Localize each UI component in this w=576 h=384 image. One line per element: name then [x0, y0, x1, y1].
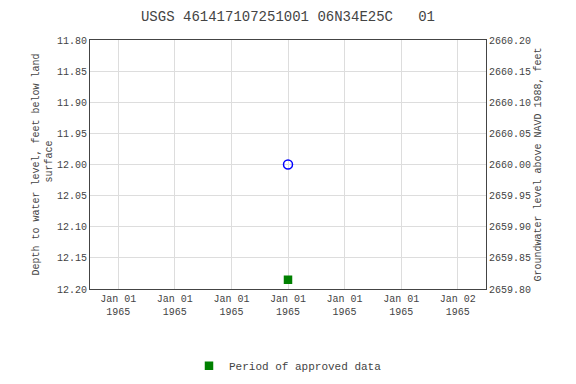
- svg-text:2660.00: 2660.00: [489, 160, 531, 171]
- svg-text:2660.10: 2660.10: [489, 98, 531, 109]
- svg-text:2659.80: 2659.80: [489, 285, 531, 296]
- svg-text:Jan 021965: Jan 021965: [440, 294, 476, 318]
- svg-text:2660.20: 2660.20: [489, 36, 531, 47]
- svg-text:Jan 011965: Jan 011965: [383, 294, 419, 318]
- svg-text:11.95: 11.95: [57, 129, 87, 140]
- svg-text:USGS 461417107251001 06N34E25C: USGS 461417107251001 06N34E25C 01: [141, 9, 435, 25]
- svg-text:12.05: 12.05: [57, 191, 87, 202]
- svg-text:Jan 011965: Jan 011965: [327, 294, 363, 318]
- svg-text:12.20: 12.20: [57, 285, 87, 296]
- svg-text:11.80: 11.80: [57, 36, 87, 47]
- svg-text:Depth to water level, feet bel: Depth to water level, feet below land su…: [31, 53, 55, 275]
- svg-text:2660.15: 2660.15: [489, 67, 531, 78]
- svg-text:Jan 011965: Jan 011965: [213, 294, 249, 318]
- svg-text:2659.95: 2659.95: [489, 191, 531, 202]
- svg-text:2659.90: 2659.90: [489, 222, 531, 233]
- svg-text:2660.05: 2660.05: [489, 129, 531, 140]
- svg-text:11.85: 11.85: [57, 67, 87, 78]
- svg-text:12.15: 12.15: [57, 253, 87, 264]
- svg-text:12.10: 12.10: [57, 222, 87, 233]
- svg-text:12.00: 12.00: [57, 160, 87, 171]
- svg-text:11.90: 11.90: [57, 98, 87, 109]
- svg-text:Jan 011965: Jan 011965: [270, 294, 306, 318]
- svg-text:Groundwater level above NAVD 1: Groundwater level above NAVD 1988, feet: [533, 47, 544, 281]
- svg-text:Jan 011965: Jan 011965: [100, 294, 136, 318]
- svg-text:2659.85: 2659.85: [489, 253, 531, 264]
- svg-text:Period of approved data: Period of approved data: [229, 361, 381, 373]
- svg-text:Jan 011965: Jan 011965: [157, 294, 193, 318]
